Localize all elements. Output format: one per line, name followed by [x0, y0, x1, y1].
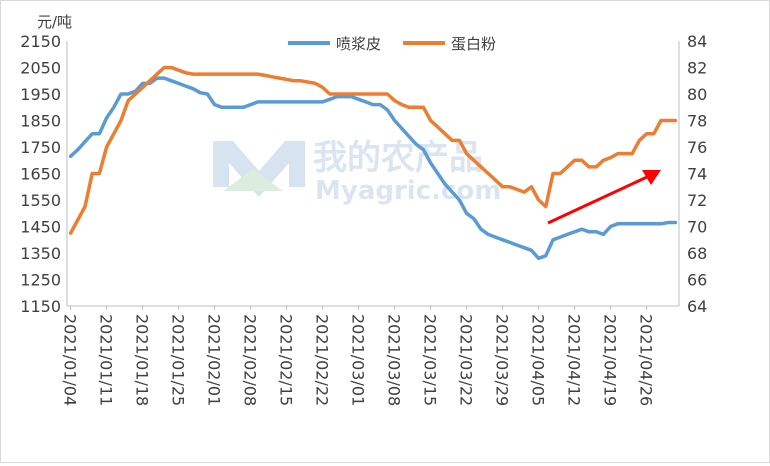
- x-tick-label: 2021/01/25: [169, 314, 188, 406]
- y-right-tick-label: 64: [687, 297, 707, 316]
- y-left-tick-label: 1850: [20, 112, 61, 131]
- y-right-tick-label: 78: [687, 112, 707, 131]
- x-tick-label: 2021/02/15: [277, 314, 296, 406]
- y-right-tick-label: 74: [687, 165, 707, 184]
- y-left-tick-label: 2150: [20, 32, 61, 51]
- watermark-text-cn: 我的农产品: [313, 138, 483, 178]
- x-tick-label: 2021/03/01: [349, 314, 368, 406]
- x-tick-label: 2021/03/29: [493, 314, 512, 406]
- x-tick-label: 2021/02/08: [241, 314, 260, 406]
- watermark-leaf-icon: [223, 169, 283, 191]
- y-left-tick-label: 1750: [20, 138, 61, 157]
- x-axis-ticks: 2021/01/04 2021/01/11 2021/01/18 2021/01/25…: [61, 306, 656, 406]
- x-tick-label: 2021/02/22: [313, 314, 332, 406]
- legend: 喷浆皮 蛋白粉: [288, 35, 496, 53]
- series-layer: [68, 65, 678, 261]
- watermark-text-en: Myagric.com: [315, 176, 501, 206]
- x-tick-label: 2021/02/01: [205, 314, 224, 406]
- x-tick-label: 2021/03/22: [457, 314, 476, 406]
- y-left-tick-label: 1950: [20, 85, 61, 104]
- series-line-1: [68, 65, 678, 235]
- x-tick-label: 2021/03/08: [385, 314, 404, 406]
- trend-arrow-head: [642, 170, 661, 185]
- legend-label-series-0: 喷浆皮: [336, 35, 381, 53]
- y-axis-left-ticks: 1150 1250 1350 1450 1550 1650 1750 1850 1950 2050…: [20, 32, 61, 316]
- series-line-0: [68, 76, 678, 261]
- y-left-tick-label: 1550: [20, 191, 61, 210]
- y-right-tick-label: 68: [687, 244, 707, 263]
- y-right-tick-label: 76: [687, 138, 707, 157]
- watermark: 我的农产品 Myagric.com: [213, 138, 501, 206]
- x-tick-label: 2021/01/11: [97, 314, 116, 406]
- trend-arrow-shaft: [547, 175, 648, 225]
- trend-arrow-annotation: [547, 170, 661, 225]
- x-tick-label: 2021/01/18: [133, 314, 152, 406]
- y-left-tick-label: 2050: [20, 59, 61, 78]
- x-tick-label: 2021/03/15: [421, 314, 440, 406]
- y-left-tick-label: 1350: [20, 244, 61, 263]
- y-left-tick-label: 1450: [20, 218, 61, 237]
- y-right-tick-label: 84: [687, 32, 707, 51]
- y-right-tick-label: 70: [687, 218, 707, 237]
- y-left-tick-label: 1250: [20, 271, 61, 290]
- x-tick-label: 2021/04/05: [529, 314, 548, 406]
- y-axis-right-ticks: 64 66 68 70 72 74 76 78 80 82 84: [687, 32, 707, 316]
- y-right-tick-label: 80: [687, 85, 707, 104]
- y-left-tick-label: 1650: [20, 165, 61, 184]
- legend-label-series-1: 蛋白粉: [451, 35, 496, 53]
- x-tick-label: 2021/04/19: [601, 314, 620, 406]
- x-tick-label: 2021/01/04: [61, 314, 80, 406]
- y-axis-unit-label: 元/吨: [37, 13, 72, 31]
- y-left-tick-label: 1150: [20, 297, 61, 316]
- x-tick-label: 2021/04/26: [637, 314, 656, 406]
- y-right-tick-label: 72: [687, 191, 707, 210]
- y-right-tick-label: 66: [687, 271, 707, 290]
- x-tick-label: 2021/04/12: [565, 314, 584, 406]
- y-right-tick-label: 82: [687, 59, 707, 78]
- watermark-logo-icon: [213, 141, 305, 197]
